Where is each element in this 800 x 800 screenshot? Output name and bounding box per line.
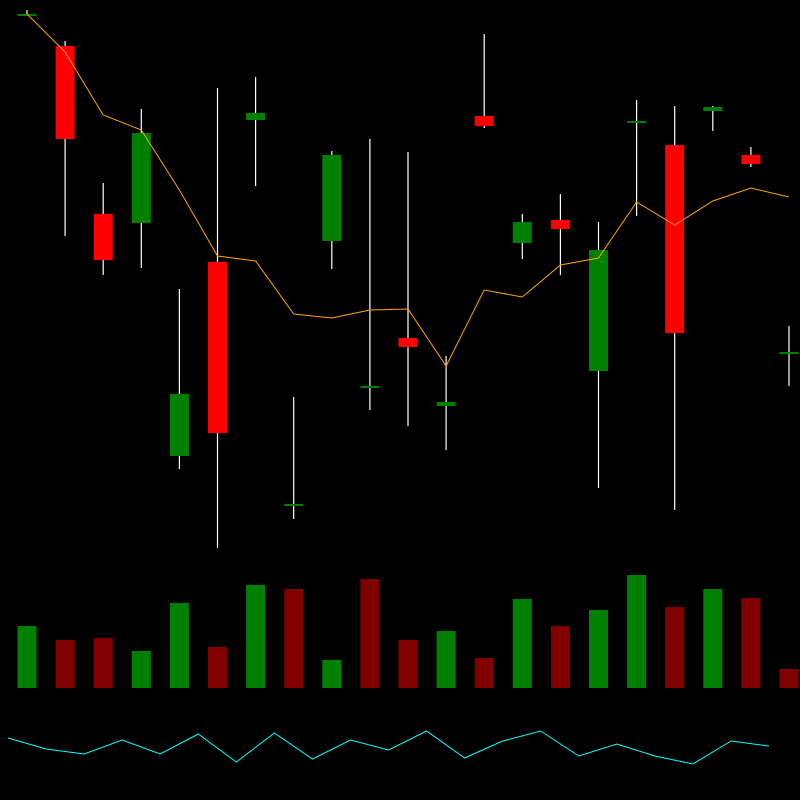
- candle-body-down: [741, 155, 761, 164]
- indicator-line: [7, 730, 770, 765]
- volume-bar: [741, 598, 761, 688]
- candle-body-down: [208, 262, 227, 433]
- candle-body-down: [665, 145, 685, 333]
- volume-bar: [474, 658, 494, 688]
- volume-bar: [93, 638, 113, 688]
- price-pane: [17, 10, 799, 548]
- volume-bar: [284, 589, 304, 688]
- candle-body-up: [512, 222, 532, 243]
- volume-bar: [398, 640, 418, 688]
- candle-body-up: [360, 386, 380, 388]
- candle-body-up: [17, 14, 37, 16]
- volume-bar: [169, 603, 189, 688]
- candle-body-up: [703, 107, 723, 111]
- candle-body-up: [436, 402, 456, 406]
- candle-body-up: [322, 155, 342, 241]
- candle-body-down: [55, 46, 75, 139]
- volume-bar: [779, 669, 799, 688]
- candle-body-up: [627, 121, 647, 123]
- volume-bar: [55, 640, 75, 688]
- volume-bar: [665, 607, 685, 688]
- volume-bar: [322, 660, 342, 688]
- candle-body-up: [246, 113, 266, 120]
- volume-bar: [436, 631, 456, 688]
- volume-bar: [131, 651, 151, 688]
- indicator-pane: [7, 730, 770, 765]
- volume-bar: [589, 610, 608, 688]
- volume-bar: [17, 626, 37, 688]
- volume-bar: [512, 599, 532, 688]
- candle-body-up: [589, 250, 608, 371]
- volume-pane: [17, 575, 799, 688]
- candle-body-up: [284, 504, 304, 506]
- candle-body-up: [169, 394, 189, 456]
- volume-bar: [703, 589, 723, 688]
- candle-body-down: [93, 214, 113, 260]
- volume-bar: [550, 626, 570, 688]
- candle-body-down: [550, 220, 570, 229]
- volume-bar: [246, 585, 266, 688]
- candle-body-down: [474, 116, 494, 126]
- moving-average-line: [26, 13, 790, 367]
- candle-body-up: [131, 133, 151, 223]
- candle-body-down: [398, 338, 418, 347]
- volume-bar: [360, 579, 380, 688]
- volume-bar: [208, 647, 227, 688]
- candle-body-up: [779, 352, 799, 354]
- volume-bar: [627, 575, 647, 688]
